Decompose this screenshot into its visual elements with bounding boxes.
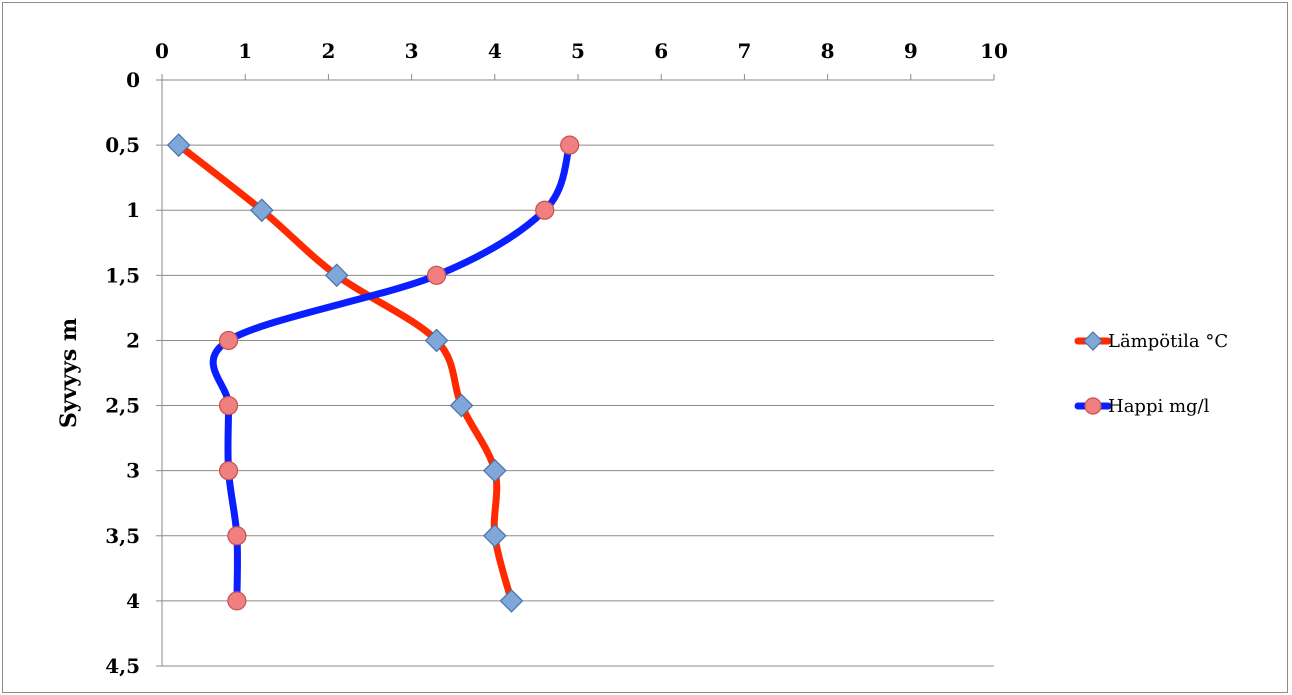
data-point-series-1 <box>324 263 349 288</box>
data-point-series-2 <box>535 200 555 220</box>
data-point-series-2 <box>218 330 239 351</box>
data-point-series-1 <box>482 523 507 548</box>
data-point-series-2 <box>218 461 239 481</box>
y-tick-label: 3,5 <box>105 524 140 548</box>
y-tick-label: 1 <box>126 198 140 222</box>
x-tick-label: 8 <box>821 39 835 63</box>
data-point-series-1 <box>482 458 507 483</box>
data-point-series-1 <box>249 198 274 223</box>
x-tick-label: 4 <box>488 39 502 63</box>
y-tick-label: 4,5 <box>105 654 140 678</box>
x-tick-label: 1 <box>238 39 252 63</box>
data-point-series-1 <box>449 393 474 418</box>
x-tick-label: 5 <box>571 39 585 63</box>
legend-label: Happi mg/l <box>1108 396 1210 417</box>
x-tick-label: 10 <box>980 39 1008 63</box>
data-point-series-2 <box>560 135 580 155</box>
y-tick-label: 2 <box>126 328 140 352</box>
legend-marker <box>1084 397 1102 415</box>
y-tick-label: 4 <box>126 589 140 613</box>
data-point-series-1 <box>424 328 449 353</box>
y-tick-label: 2,5 <box>105 394 140 418</box>
legend-item-1: Lämpötila °C <box>1074 331 1228 352</box>
data-point-series-1 <box>499 589 524 613</box>
x-tick-label: 6 <box>654 39 668 63</box>
x-tick-label: 9 <box>904 39 918 63</box>
data-point-series-1 <box>166 133 191 157</box>
x-tick-label: 2 <box>321 39 335 63</box>
legend-label: Lämpötila °C <box>1108 331 1228 352</box>
x-tick-label: 0 <box>155 39 169 63</box>
legend-marker <box>1083 331 1103 351</box>
data-point-series-2 <box>227 591 247 611</box>
series-line-2 <box>209 141 574 605</box>
data-point-series-2 <box>218 395 239 416</box>
y-axis-title: Syvyys m <box>56 318 82 428</box>
y-tick-label: 0,5 <box>105 133 140 157</box>
y-tick-label: 1,5 <box>105 263 140 287</box>
x-tick-label: 7 <box>737 39 751 63</box>
x-tick-label: 3 <box>405 39 419 63</box>
legend-item-2: Happi mg/l <box>1074 396 1210 417</box>
y-tick-label: 3 <box>126 459 140 483</box>
data-point-series-2 <box>227 526 247 546</box>
data-point-series-2 <box>426 265 447 285</box>
y-tick-label: 0 <box>126 68 140 92</box>
